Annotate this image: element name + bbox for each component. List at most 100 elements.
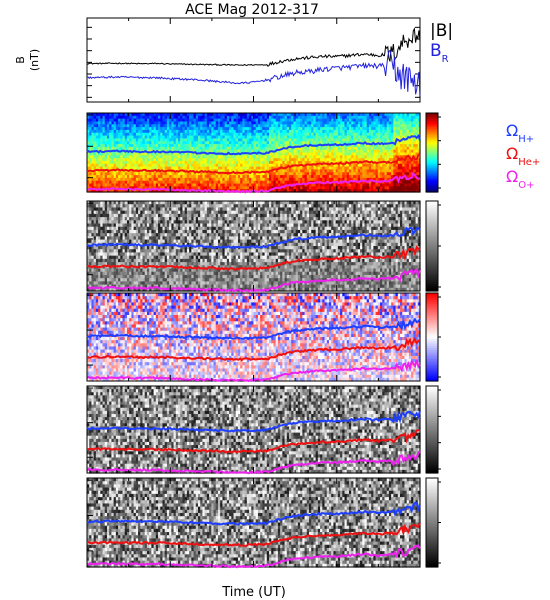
heatmap-cell xyxy=(131,141,135,145)
heatmap-cell xyxy=(102,186,106,190)
heatmap-cell xyxy=(87,180,90,185)
heatmap-cell xyxy=(149,124,152,128)
heatmap-cell xyxy=(133,163,137,168)
heatmap-cell xyxy=(129,146,132,151)
heatmap-cell xyxy=(135,155,139,159)
heatmap-cell xyxy=(149,158,152,162)
heatmap-cell xyxy=(106,166,110,171)
heatmap-cell xyxy=(146,141,150,145)
heatmap-cell xyxy=(109,135,113,139)
legend-subscript: O+ xyxy=(518,180,534,191)
heatmap-cell xyxy=(171,144,175,148)
heatmap-cell xyxy=(153,172,157,176)
heatmap-cell xyxy=(102,175,106,179)
heatmap-cell xyxy=(153,146,157,151)
heatmap-cell xyxy=(120,172,124,176)
heatmap-cell xyxy=(169,118,172,123)
heatmap-cell xyxy=(184,163,188,168)
heatmap-cell xyxy=(118,189,121,193)
heatmap-cell xyxy=(106,118,110,123)
heatmap-cell xyxy=(106,138,110,142)
heatmap-cell xyxy=(122,115,126,120)
heatmap-cell xyxy=(180,135,184,139)
heatmap-cell xyxy=(102,118,106,123)
heatmap-cell xyxy=(146,132,150,137)
heatmap-cell xyxy=(180,141,184,145)
heatmap-cell xyxy=(135,121,139,125)
heatmap-cell xyxy=(186,135,190,139)
heatmap-cell xyxy=(93,189,97,193)
heatmap-cell xyxy=(140,172,144,176)
heatmap-cell xyxy=(124,183,128,187)
heatmap-cell xyxy=(178,180,181,185)
heatmap-cell xyxy=(115,132,119,137)
heatmap-cell xyxy=(98,177,101,182)
heatmap-cell xyxy=(118,115,121,120)
heatmap-cell xyxy=(135,129,139,134)
heatmap-cell xyxy=(131,155,135,159)
heatmap-cell xyxy=(173,121,177,125)
heatmap-cell xyxy=(142,158,146,162)
heatmap-cell xyxy=(173,118,177,123)
heatmap-cell xyxy=(151,141,155,145)
heatmap-cell xyxy=(102,152,106,156)
heatmap-cell xyxy=(109,189,113,193)
heatmap-cell xyxy=(140,124,144,128)
heatmap-cell xyxy=(149,132,152,137)
heatmap-cell xyxy=(118,172,121,176)
heatmap-cell xyxy=(158,152,161,156)
heatmap-cell xyxy=(102,169,106,173)
heatmap-cell xyxy=(115,172,119,176)
heatmap-cell xyxy=(184,132,188,137)
legend-symbol: Ω xyxy=(506,121,518,140)
heatmap-cell xyxy=(126,183,130,187)
heatmap-cell xyxy=(169,172,172,176)
heatmap-cell xyxy=(178,183,181,187)
heatmap-cell xyxy=(162,180,166,185)
heatmap-cell xyxy=(184,135,188,139)
heatmap-cell xyxy=(126,175,130,179)
heatmap-cell xyxy=(109,138,113,142)
heatmap-cell xyxy=(124,124,128,128)
heatmap-cell xyxy=(106,132,110,137)
heatmap-cell xyxy=(169,124,172,128)
heatmap-cell xyxy=(98,172,101,176)
heatmap-cell xyxy=(120,180,124,185)
heatmap-cell xyxy=(162,138,166,142)
heatmap-cell xyxy=(109,127,113,131)
heatmap-cell xyxy=(102,121,106,125)
heatmap-cell xyxy=(91,160,95,165)
heatmap-cell xyxy=(89,177,93,182)
heatmap-cell xyxy=(93,121,97,125)
heatmap-cell xyxy=(135,118,139,123)
heatmap-cell xyxy=(98,160,101,165)
heatmap-cell xyxy=(166,129,170,134)
heatmap-cell xyxy=(140,121,144,125)
heatmap-cell xyxy=(104,180,108,185)
heatmap-cell xyxy=(180,163,184,168)
heatmap-cell xyxy=(144,175,148,179)
heatmap-cell xyxy=(162,146,166,151)
heatmap-cell xyxy=(115,177,119,182)
heatmap-cell xyxy=(109,113,113,117)
heatmap-cell xyxy=(182,118,186,123)
heatmap-cell xyxy=(129,189,132,193)
heatmap-cell xyxy=(153,127,157,131)
heatmap-cell xyxy=(155,180,159,185)
heatmap-cell xyxy=(169,155,172,159)
heatmap-cell xyxy=(109,158,113,162)
heatmap-cell xyxy=(149,121,152,125)
legend-subscript: H+ xyxy=(518,134,534,145)
heatmap-cell xyxy=(140,186,144,190)
heatmap-cell xyxy=(140,144,144,148)
heatmap-cell xyxy=(95,177,99,182)
heatmap-cell xyxy=(164,172,168,176)
heatmap-cell xyxy=(144,135,148,139)
heatmap-cell xyxy=(111,180,115,185)
heatmap-cell xyxy=(178,144,181,148)
heatmap-cell xyxy=(111,189,115,193)
heatmap-cell xyxy=(100,135,104,139)
heatmap-cell xyxy=(155,146,159,151)
heatmap-cell xyxy=(180,183,184,187)
heatmap-cell xyxy=(151,113,155,117)
